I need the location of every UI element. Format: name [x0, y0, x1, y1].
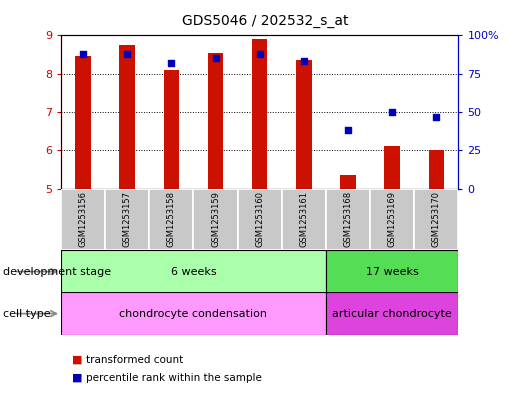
FancyBboxPatch shape — [414, 189, 458, 250]
Text: GSM1253158: GSM1253158 — [167, 191, 176, 247]
Bar — [61, 250, 326, 293]
Bar — [252, 39, 268, 189]
Text: GSM1253157: GSM1253157 — [123, 191, 131, 247]
Bar — [119, 45, 135, 189]
Text: GDS5046 / 202532_s_at: GDS5046 / 202532_s_at — [182, 14, 348, 28]
Point — [255, 51, 264, 57]
Text: articular chondrocyte: articular chondrocyte — [332, 309, 452, 319]
Point — [167, 60, 175, 66]
Point — [211, 55, 220, 61]
Bar — [384, 147, 400, 189]
Point — [79, 51, 87, 57]
Bar — [429, 150, 444, 189]
FancyBboxPatch shape — [105, 189, 149, 250]
Point — [299, 58, 308, 64]
Text: cell type: cell type — [3, 309, 50, 319]
FancyBboxPatch shape — [149, 189, 193, 250]
Text: GSM1253169: GSM1253169 — [388, 191, 396, 247]
Bar — [61, 292, 326, 335]
Point — [388, 109, 396, 115]
Point — [432, 114, 440, 120]
Text: ■: ■ — [72, 373, 82, 383]
Point — [123, 51, 131, 57]
FancyBboxPatch shape — [237, 189, 282, 250]
Bar — [326, 250, 458, 293]
Bar — [164, 70, 179, 189]
Text: GSM1253168: GSM1253168 — [343, 191, 352, 247]
Text: 17 weeks: 17 weeks — [366, 266, 419, 277]
Bar — [208, 53, 223, 189]
Text: ■: ■ — [72, 354, 82, 365]
Text: chondrocyte condensation: chondrocyte condensation — [119, 309, 268, 319]
FancyBboxPatch shape — [193, 189, 237, 250]
Text: GSM1253159: GSM1253159 — [211, 191, 220, 247]
FancyBboxPatch shape — [370, 189, 414, 250]
Text: GSM1253156: GSM1253156 — [78, 191, 87, 247]
FancyBboxPatch shape — [282, 189, 326, 250]
Text: transformed count: transformed count — [86, 354, 183, 365]
Bar — [75, 57, 91, 189]
Text: 6 weeks: 6 weeks — [171, 266, 216, 277]
Bar — [296, 60, 312, 189]
FancyBboxPatch shape — [326, 189, 370, 250]
Text: GSM1253170: GSM1253170 — [432, 191, 441, 247]
Text: GSM1253160: GSM1253160 — [255, 191, 264, 247]
Bar — [326, 292, 458, 335]
Text: development stage: development stage — [3, 266, 111, 277]
Point — [344, 127, 352, 134]
FancyBboxPatch shape — [61, 189, 105, 250]
Text: GSM1253161: GSM1253161 — [299, 191, 308, 247]
Bar — [340, 175, 356, 189]
Text: percentile rank within the sample: percentile rank within the sample — [86, 373, 262, 383]
